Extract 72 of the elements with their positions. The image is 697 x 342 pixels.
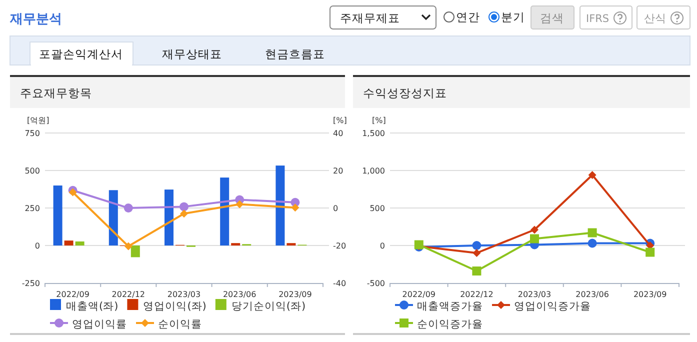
point [472, 266, 482, 276]
legend-label: 매출액(좌) [66, 300, 118, 312]
text: 분기 [501, 10, 525, 24]
point [124, 242, 132, 250]
legend-label: 순이익률 [158, 318, 202, 330]
bar [276, 166, 285, 246]
x-tick-label: 2022/09 [56, 290, 90, 299]
x-tick-label: 2023/03 [518, 290, 552, 299]
chart-title: 주요재무항목 [20, 86, 92, 100]
text: 연간 [456, 10, 480, 24]
text: 주재무제표 [340, 11, 400, 25]
x-tick-label: 2023/09 [278, 290, 312, 299]
x-tick-label: 2023/09 [633, 290, 667, 299]
point [588, 171, 596, 179]
y-axis-title: [%] [372, 116, 386, 125]
legend-label: 영업이익(좌) [143, 300, 206, 312]
point [588, 238, 597, 248]
point [180, 210, 188, 218]
point [530, 234, 539, 244]
y-tick-label: -250 [22, 279, 40, 288]
x-tick-label: 2022/09 [402, 290, 436, 299]
text: 포괄손익계산서 [39, 47, 123, 61]
text: 현금흐름표 [265, 47, 325, 61]
x-tick-label: 2022/12 [460, 290, 494, 299]
y-tick-label: -500 [366, 279, 385, 288]
legend-label: 당기순이익(좌) [231, 300, 306, 312]
point [180, 202, 188, 212]
bar [75, 241, 84, 246]
text: 재무분석 [9, 12, 62, 27]
y2-tick-label: -20 [333, 242, 346, 250]
point [472, 241, 482, 250]
x-tick-label: 2022/12 [112, 290, 146, 299]
point [124, 204, 133, 212]
point [472, 249, 481, 257]
y-tick-label: 1,000 [362, 166, 385, 176]
x-tick-label: 2023/03 [167, 290, 201, 299]
chart-title: 수익성장성지표 [363, 86, 447, 100]
y2-tick-label: 40 [333, 129, 344, 138]
y-tick-label: 500 [24, 166, 40, 176]
point [646, 248, 655, 257]
bar [220, 178, 230, 246]
point [236, 200, 244, 208]
legend-label: 영업이익증가율 [514, 300, 591, 312]
legend-label: 매출액증가율 [417, 300, 483, 312]
text: IFRS [586, 13, 610, 25]
y-tick-label: 250 [24, 204, 40, 213]
bar [64, 240, 74, 246]
text: 검색 [540, 11, 564, 25]
bar [53, 186, 62, 246]
text: 재무상태표 [162, 47, 222, 61]
y-tick-label: 0 [34, 242, 40, 250]
text: 산식 [644, 12, 666, 25]
bar [108, 190, 118, 246]
point [68, 188, 77, 196]
legend-label: 영업이익률 [72, 318, 127, 330]
bar [130, 246, 140, 258]
bar [164, 190, 174, 246]
point [291, 204, 300, 212]
y-tick-label: 500 [370, 204, 385, 213]
point [530, 226, 538, 234]
y-tick-label: 750 [24, 129, 40, 138]
y-tick-label: 0 [380, 242, 385, 250]
y2-tick-label: 20 [333, 166, 344, 176]
y2-tick-label: 0 [333, 204, 338, 213]
y2-tick-label: -40 [333, 279, 346, 288]
point [588, 228, 597, 238]
y-axis-title: [억원] [27, 116, 50, 125]
y2-axis-title: [%] [333, 116, 347, 125]
x-tick-label: 2023/06 [222, 290, 256, 299]
legend-label: 순이익증가율 [417, 318, 483, 330]
x-tick-label: 2023/06 [576, 290, 609, 299]
y-tick-label: 1,500 [362, 129, 385, 138]
